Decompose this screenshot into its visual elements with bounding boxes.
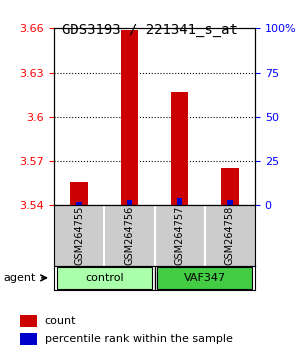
Text: percentile rank within the sample: percentile rank within the sample (45, 334, 232, 344)
Bar (177, 198, 182, 205)
Text: GSM264758: GSM264758 (225, 206, 235, 265)
Text: agent: agent (3, 273, 35, 283)
Bar (227, 200, 232, 205)
Bar (221, 169, 239, 205)
Bar (127, 200, 132, 205)
Text: VAF347: VAF347 (184, 273, 226, 283)
FancyBboxPatch shape (157, 267, 253, 289)
Text: count: count (45, 316, 76, 326)
Text: GSM264755: GSM264755 (74, 206, 84, 265)
Bar (121, 30, 138, 205)
Text: GSM264757: GSM264757 (175, 206, 184, 265)
Bar (20, 333, 37, 345)
Bar (20, 315, 37, 327)
Text: GSM264756: GSM264756 (124, 206, 134, 265)
Bar (171, 92, 188, 205)
Text: control: control (85, 273, 124, 283)
Bar (76, 202, 82, 205)
Bar (70, 182, 88, 205)
Text: GDS3193 / 221341_s_at: GDS3193 / 221341_s_at (62, 23, 238, 37)
FancyBboxPatch shape (56, 267, 152, 289)
